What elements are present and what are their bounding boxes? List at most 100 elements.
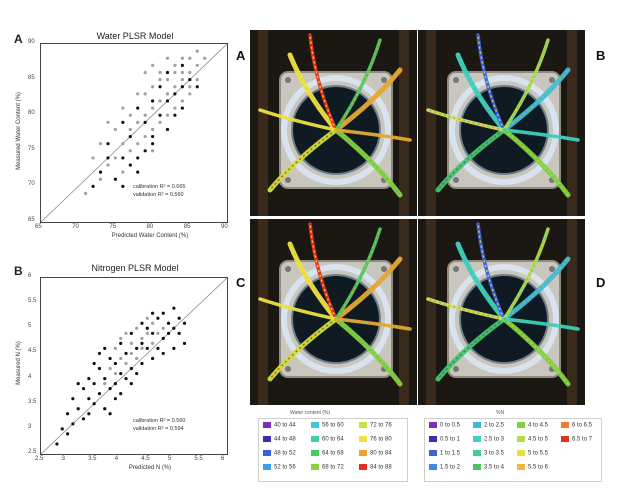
legend-item: 68 to 72 (311, 464, 344, 471)
calibration-point (108, 366, 112, 371)
y-tick-label: 90 (28, 39, 35, 45)
validation-point (136, 156, 140, 160)
validation-point (106, 156, 110, 160)
legend-item: 6 to 6.5 (561, 422, 592, 429)
legend-swatch (517, 450, 525, 456)
y-tick-label: 6 (28, 273, 32, 279)
validation-point (158, 113, 162, 117)
calibration-point (151, 321, 155, 325)
validation-point (129, 382, 133, 386)
validation-point (172, 346, 176, 350)
chart-a-letter: A (14, 32, 23, 46)
plant-image-a (250, 30, 417, 216)
nitrogen-y-axis-label: Measured N (%) (16, 341, 22, 385)
validation-point (195, 85, 199, 89)
validation-point (156, 316, 160, 320)
legend-swatch (359, 450, 367, 456)
calibration-point (129, 351, 133, 356)
legend-item: 6.5 to 7 (561, 436, 592, 443)
calibration-point (143, 70, 147, 75)
photo-b-letter: B (596, 48, 606, 63)
legend-item: 2.5 to 3 (473, 436, 504, 443)
water-calibration-stat: calibration R² = 0.665 (133, 184, 186, 190)
calibration-point (151, 149, 155, 153)
legend-label: 52 to 56 (274, 464, 296, 471)
validation-point (87, 397, 91, 401)
legend-label: 1.5 to 2 (440, 464, 461, 471)
validation-point (113, 361, 117, 366)
legend-label: 1 to 1.5 (440, 450, 461, 457)
legend-label: 0.5 to 1 (440, 436, 461, 443)
calibration-point (145, 316, 149, 320)
validation-point (135, 346, 139, 350)
calibration-point (91, 156, 95, 160)
y-tick-label: 5 (28, 323, 32, 330)
calibration-point (143, 113, 147, 117)
validation-point (180, 106, 184, 110)
validation-point (182, 321, 187, 325)
legend-swatch (311, 436, 319, 442)
x-tick-label: 85 (183, 224, 191, 230)
validation-point (151, 331, 155, 335)
calibration-point (156, 331, 160, 335)
validation-point (128, 134, 132, 139)
calibration-point (113, 371, 117, 376)
calibration-point (113, 156, 117, 160)
calibration-point (188, 92, 192, 96)
validation-point (97, 366, 102, 371)
validation-point (143, 149, 147, 153)
calibration-point (136, 142, 140, 146)
one-to-one-line (41, 44, 227, 222)
calibration-point (98, 177, 103, 181)
x-tick-label: 80 (146, 224, 154, 230)
calibration-point (151, 341, 155, 345)
validation-point (129, 366, 133, 371)
validation-point (87, 376, 91, 381)
legend-item: 48 to 52 (263, 450, 296, 457)
legend-label: 72 to 76 (370, 422, 392, 429)
y-tick-label: 2.5 (28, 449, 37, 455)
x-tick-label: 75 (109, 224, 117, 230)
calibration-point (151, 127, 155, 132)
calibration-point (124, 331, 128, 335)
calibration-point (173, 106, 177, 110)
validation-point (143, 120, 147, 124)
validation-point (177, 316, 181, 320)
legend-swatch (263, 450, 271, 456)
legend-label: 80 to 84 (370, 450, 392, 457)
legend-item: 44 to 48 (263, 436, 296, 443)
calibration-point (84, 191, 88, 196)
calibration-point (121, 170, 125, 174)
legend-label: 6 to 6.5 (572, 422, 593, 429)
calibration-point (151, 63, 155, 67)
y-tick-label: 85 (28, 74, 35, 81)
validation-point (165, 99, 170, 103)
legend-swatch (263, 464, 271, 470)
calibration-point (140, 346, 144, 350)
legend-swatch (429, 464, 437, 470)
validation-point (81, 417, 86, 421)
calibration-point (188, 85, 192, 89)
x-tick-label: 3.5 (88, 456, 97, 462)
legend-item: 0.5 to 1 (429, 436, 460, 443)
nitrogen-calibration-stat: calibration R² = 0.560 (133, 418, 186, 424)
legend-item: 1.5 to 2 (429, 464, 460, 471)
calibration-point (121, 142, 125, 146)
x-tick-label: 65 (35, 224, 42, 230)
validation-point (65, 432, 70, 436)
legend-swatch (561, 436, 569, 442)
validation-point (119, 341, 123, 345)
calibration-point (113, 127, 117, 132)
calibration-point (165, 92, 170, 96)
y-tick-label: 4.5 (28, 348, 37, 355)
legend-swatch (359, 436, 367, 442)
calibration-point (158, 99, 162, 103)
calibration-point (136, 92, 140, 96)
legend-label: 56 to 60 (322, 422, 344, 429)
plant-image-c (250, 219, 417, 405)
validation-point (172, 306, 176, 310)
legend-item: 1 to 1.5 (429, 450, 460, 457)
legend-swatch (473, 436, 481, 442)
nitrogen-x-axis-label: Predicted N (%) (128, 465, 172, 471)
legend-item: 80 to 84 (359, 450, 392, 457)
